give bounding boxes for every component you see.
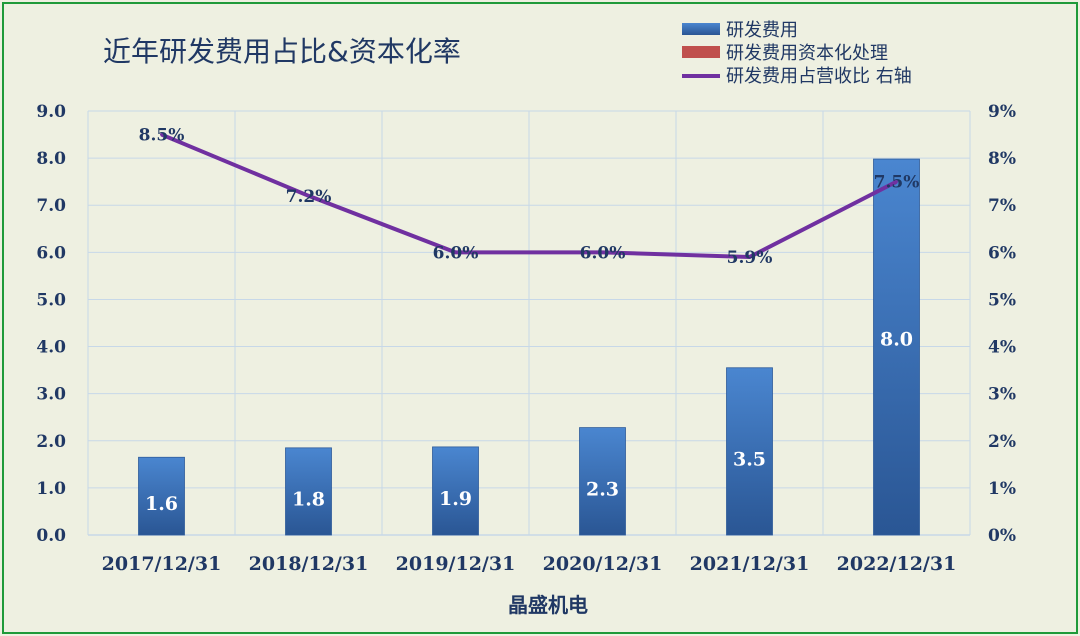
bar-data-label: 1.8 bbox=[292, 488, 325, 510]
y-tick-label-right: 8% bbox=[988, 149, 1016, 169]
y-tick-label-right: 4% bbox=[988, 338, 1016, 358]
legend-swatch bbox=[682, 23, 720, 35]
line-point bbox=[307, 194, 310, 198]
bar bbox=[432, 446, 479, 536]
y-tick-label-right: 7% bbox=[988, 196, 1016, 216]
line-point bbox=[601, 250, 604, 254]
bar-data-label: 1.6 bbox=[145, 493, 178, 515]
x-axis-title: 晶盛机电 bbox=[508, 593, 588, 617]
bar bbox=[873, 158, 920, 536]
bar-data-label: 3.5 bbox=[733, 448, 766, 470]
line-point bbox=[895, 180, 898, 184]
y-tick-label-right: 0% bbox=[988, 526, 1016, 546]
y-tick-label-left: 3.0 bbox=[36, 385, 66, 405]
y-tick-label-right: 9% bbox=[988, 102, 1016, 122]
legend-label: 研发费用 bbox=[726, 20, 798, 41]
legend-label: 研发费用资本化处理 bbox=[726, 43, 888, 64]
bar bbox=[285, 447, 332, 536]
y-tick-label-left: 9.0 bbox=[36, 102, 66, 122]
y-tick-label-right: 2% bbox=[988, 432, 1016, 452]
legend-swatch bbox=[682, 46, 720, 58]
y-tick-label-right: 1% bbox=[988, 479, 1016, 499]
chart-title: 近年研发费用占比&资本化率 bbox=[103, 35, 461, 68]
series-line bbox=[160, 132, 898, 260]
legend-label: 研发费用占营收比 右轴 bbox=[726, 66, 912, 87]
x-tick-label: 2022/12/31 bbox=[837, 553, 957, 575]
bar bbox=[579, 427, 626, 536]
line-point bbox=[748, 255, 751, 259]
y-tick-label-left: 7.0 bbox=[36, 196, 66, 216]
y-tick-label-left: 4.0 bbox=[36, 338, 66, 358]
line-data-label: 6.0% bbox=[433, 243, 479, 263]
line-point bbox=[454, 250, 457, 254]
x-tick-label: 2021/12/31 bbox=[690, 553, 810, 575]
y-tick-label-right: 6% bbox=[988, 243, 1016, 263]
bar bbox=[138, 456, 185, 536]
x-tick-label: 2018/12/31 bbox=[249, 553, 369, 575]
line-data-label: 6.0% bbox=[580, 243, 626, 263]
x-tick-label: 2019/12/31 bbox=[396, 553, 516, 575]
bar-data-label: 8.0 bbox=[880, 329, 913, 351]
y-tick-label-left: 6.0 bbox=[36, 243, 66, 263]
line-data-label: 7.5% bbox=[874, 173, 920, 193]
line-data-label: 5.9% bbox=[727, 248, 773, 268]
y-tick-label-left: 5.0 bbox=[36, 290, 66, 310]
x-tick-label: 2020/12/31 bbox=[543, 553, 663, 575]
y-tick-label-left: 1.0 bbox=[36, 479, 66, 499]
bar bbox=[726, 367, 773, 536]
y-tick-label-right: 3% bbox=[988, 385, 1016, 405]
y-tick-label-left: 0.0 bbox=[36, 526, 66, 546]
x-tick-label: 2017/12/31 bbox=[102, 553, 222, 575]
bar-data-label: 2.3 bbox=[586, 478, 619, 500]
y-tick-label-left: 8.0 bbox=[36, 149, 66, 169]
y-tick-label-left: 2.0 bbox=[36, 432, 66, 452]
line-data-label: 8.5% bbox=[139, 126, 185, 146]
bar-data-label: 1.9 bbox=[439, 488, 472, 510]
y-tick-label-right: 5% bbox=[988, 290, 1016, 310]
line-data-label: 7.2% bbox=[286, 187, 332, 207]
line-point bbox=[160, 133, 163, 137]
